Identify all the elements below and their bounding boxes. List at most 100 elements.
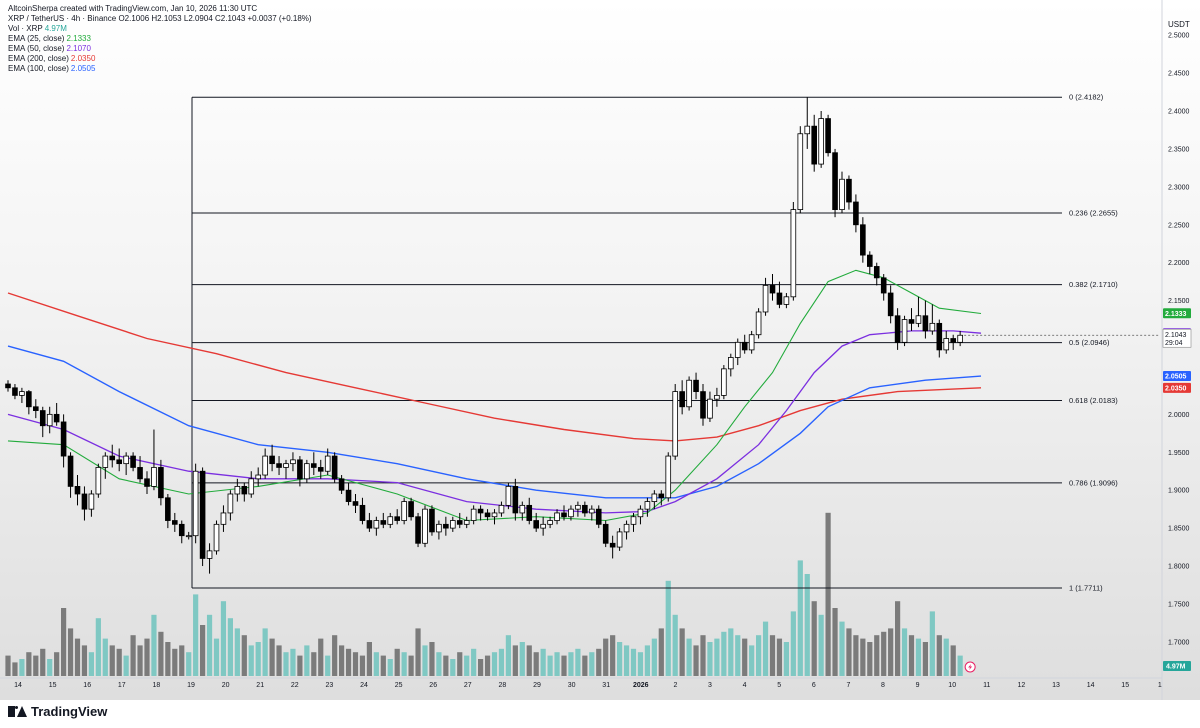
symbol-line[interactable]: XRP / TetherUS · 4h · Binance (8, 14, 117, 23)
candle-body (609, 542, 616, 548)
volume-bar (387, 659, 393, 676)
volume-bar (498, 648, 505, 676)
candle-body (741, 341, 748, 351)
candle-body (276, 463, 282, 468)
symbol-ohlc-row: XRP / TetherUS · 4h · Binance O2.1006 H2… (8, 14, 312, 24)
volume-bar (40, 648, 46, 676)
candle-body (568, 508, 574, 518)
candle-body (269, 455, 275, 465)
candle-body (860, 224, 866, 256)
candle-body (484, 512, 491, 518)
candle-body (171, 520, 178, 525)
volume-bar (220, 601, 227, 676)
legend-ema200[interactable]: EMA (200, close) 2.0350 (8, 54, 96, 63)
volume-bar (102, 638, 108, 676)
volume-bar (179, 645, 185, 676)
candle-body (19, 391, 25, 396)
time-tick-label: 17 (118, 682, 126, 689)
volume-bar (241, 635, 247, 676)
volume-bar (769, 635, 776, 676)
time-tick-label: 8 (881, 682, 885, 689)
candle-body (359, 504, 366, 521)
volume-bar (630, 648, 637, 676)
candle-body (651, 493, 658, 502)
volume-bar (700, 635, 706, 676)
volume-bar (339, 645, 345, 676)
price-tick-label: 2.1500 (1168, 298, 1190, 305)
price-chart[interactable]: 2.5000 2.4500 2.4000 2.3500 2.3000 2.2500 2.20… (0, 0, 1200, 700)
time-tick-label: 24 (360, 682, 368, 689)
candle-body (589, 508, 595, 514)
candle-body (630, 516, 637, 525)
candle-body (255, 474, 262, 480)
time-tick-label: 6 (812, 682, 816, 689)
price-axis-currency: USDT (1168, 20, 1190, 29)
legend-ema100[interactable]: EMA (100, close) 2.0505 (8, 64, 96, 73)
candle-body (463, 520, 470, 525)
candle-body (762, 285, 769, 313)
candle-body (151, 467, 157, 487)
candle-body (137, 467, 143, 480)
tradingview-logo[interactable]: TradingView (8, 704, 107, 719)
volume-bar (623, 645, 630, 676)
volume-bar (297, 655, 303, 676)
candle-body (811, 125, 817, 165)
legend-volume[interactable]: Vol · XRP 4.97M (8, 24, 67, 33)
candle-body (936, 322, 943, 351)
candle-body (901, 319, 908, 343)
volume-bar (213, 638, 220, 676)
volume-bar (380, 655, 386, 676)
volume-bar (332, 635, 338, 676)
volume-bar (158, 631, 164, 676)
candle-body (46, 413, 53, 427)
candle-body (797, 133, 804, 210)
volume-bar (846, 628, 852, 676)
candle-body (595, 508, 602, 525)
volume-bar (742, 638, 748, 676)
volume-bar (408, 655, 414, 676)
volume-bar (269, 638, 275, 676)
time-tick-label: 15 (1121, 682, 1129, 689)
candle-body (505, 486, 512, 506)
author-line: AltcoinSherpa created with TradingView.c… (8, 4, 258, 13)
candle-body (547, 520, 553, 525)
price-tick-label: 2.4500 (1168, 71, 1190, 78)
candle-body (582, 504, 588, 514)
candle-body (776, 292, 783, 305)
ohlc-close: C2.1043 (215, 14, 246, 23)
time-tick-label: 11 (983, 682, 990, 689)
time-tick-label: 27 (464, 682, 472, 689)
candle-body (658, 493, 665, 499)
time-tick-label: 29 (533, 682, 541, 689)
volume-bar (262, 628, 268, 676)
volume-bar (283, 652, 289, 676)
volume-bar (290, 648, 296, 676)
volume-bar (172, 648, 178, 676)
legend-ema50[interactable]: EMA (50, close) 2.1070 (8, 44, 91, 53)
candle-body (449, 520, 456, 529)
candle-body (304, 463, 310, 480)
volume-bar (888, 628, 894, 676)
time-tick-label: 15 (49, 682, 57, 689)
volume-bar (450, 659, 456, 676)
volume-bar (853, 635, 859, 676)
candle-body (81, 493, 88, 510)
candle-body (456, 520, 463, 525)
candle-body (721, 368, 727, 396)
ohlc-open: O2.1006 (118, 14, 150, 23)
candle-body (561, 512, 567, 518)
volume-bar (561, 655, 567, 676)
volume-bar (443, 655, 449, 676)
volume-bar (526, 645, 532, 676)
volume-bar (721, 631, 727, 676)
volume-bar (860, 638, 866, 676)
volume-bar (457, 652, 463, 676)
volume-bar (200, 625, 206, 676)
candle-body (338, 478, 345, 491)
candle-body (394, 516, 400, 521)
volume-badge-label: 4.97M (1166, 664, 1186, 671)
ema-price-badge (1163, 308, 1191, 319)
legend-ema25[interactable]: EMA (25, close) 2.1333 (8, 34, 91, 43)
candle-body (512, 486, 519, 514)
volume-bar (637, 652, 644, 676)
